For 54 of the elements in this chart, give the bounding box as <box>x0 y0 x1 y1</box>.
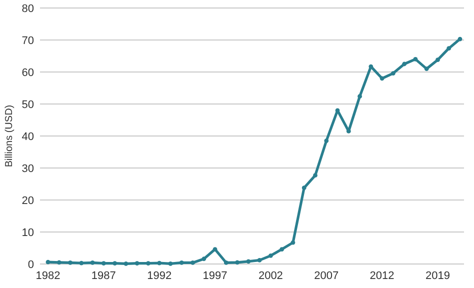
x-tick-label: 1982 <box>36 270 60 282</box>
x-tick-label: 2019 <box>425 270 450 282</box>
x-tick-label: 1992 <box>147 270 172 282</box>
x-tick-label: 2012 <box>370 270 394 282</box>
y-tick-label: 60 <box>22 66 34 79</box>
point <box>46 260 50 264</box>
point <box>246 259 251 264</box>
point <box>68 260 72 265</box>
point <box>390 71 396 76</box>
point <box>346 129 351 134</box>
y-tick-label: 20 <box>22 194 34 207</box>
point <box>90 260 95 265</box>
point <box>424 66 429 71</box>
point <box>280 247 284 252</box>
point <box>380 76 384 81</box>
y-tick-label: 80 <box>22 2 34 15</box>
point <box>324 138 329 143</box>
y-tick-label: 50 <box>22 98 34 111</box>
y-axis-title: Billions (USD) <box>4 104 15 168</box>
y-tick-label: 0 <box>28 258 34 271</box>
point <box>302 186 306 190</box>
point <box>101 261 106 266</box>
x-tick-label: 2002 <box>258 270 283 282</box>
point <box>313 173 318 178</box>
point <box>157 260 162 266</box>
point <box>257 258 262 262</box>
point <box>124 261 128 266</box>
y-tick-label: 10 <box>22 226 34 239</box>
point <box>112 261 118 266</box>
point <box>79 260 84 266</box>
point <box>224 260 228 265</box>
point <box>235 260 240 265</box>
point <box>446 46 452 51</box>
point <box>56 260 62 265</box>
x-tick-label: 1997 <box>202 270 228 282</box>
point <box>146 261 150 266</box>
y-tick-label: 40 <box>22 130 34 143</box>
point <box>458 36 462 42</box>
y-tick-label: 30 <box>22 162 34 175</box>
point <box>290 240 296 245</box>
point <box>134 261 140 266</box>
point <box>202 256 206 262</box>
point <box>190 260 195 265</box>
point <box>179 260 184 265</box>
point <box>436 58 440 62</box>
point <box>212 247 218 252</box>
point <box>268 253 273 258</box>
x-tick-label: 2007 <box>314 270 339 282</box>
y-tick-label: 70 <box>22 34 34 47</box>
point <box>358 94 362 99</box>
point <box>413 57 418 62</box>
x-tick-label: 1987 <box>91 270 116 282</box>
point <box>402 62 407 66</box>
point <box>168 261 173 266</box>
